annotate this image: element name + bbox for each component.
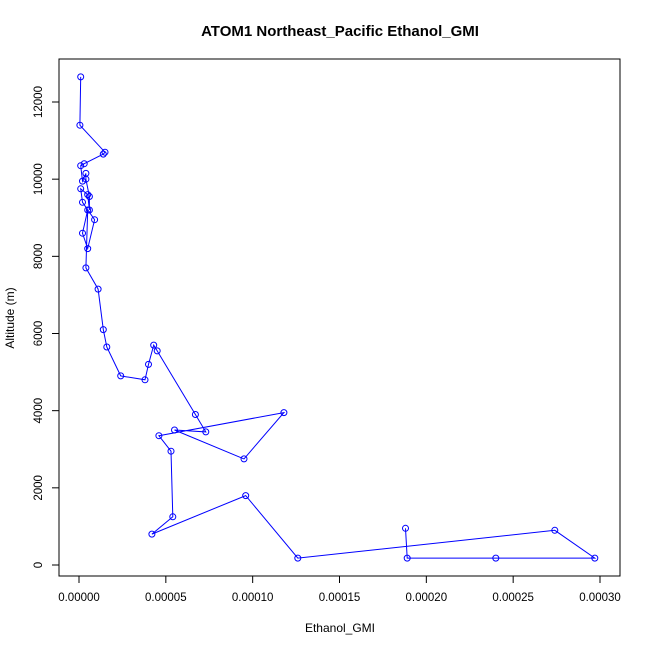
data-point <box>242 492 250 500</box>
data-point <box>150 341 158 349</box>
data-point <box>101 148 109 156</box>
data-point <box>551 526 559 534</box>
y-axis-label: Altitude (m) <box>3 287 17 348</box>
series-line <box>79 76 597 559</box>
data-point <box>117 372 125 380</box>
y-tick-label: 8000 <box>33 244 45 270</box>
y-tick-label: 6000 <box>33 321 45 347</box>
x-tick-label: 0.00010 <box>232 592 274 604</box>
x-tick-label: 0.00015 <box>319 592 361 604</box>
chart-title: ATOM1 Northeast_Pacific Ethanol_GMI <box>201 23 479 40</box>
data-point <box>403 554 411 562</box>
data-point <box>240 455 248 463</box>
y-tick-label: 12000 <box>33 86 45 118</box>
data-point <box>153 347 161 355</box>
x-tick-label: 0.00020 <box>406 592 448 604</box>
data-point <box>82 264 90 272</box>
data-point <box>79 177 86 185</box>
data-point <box>91 216 99 224</box>
data-point <box>167 447 175 455</box>
series-layer <box>76 73 599 562</box>
x-tick-label: 0.00030 <box>579 592 621 604</box>
x-tick-label: 0.00025 <box>492 592 534 604</box>
data-point <box>145 360 152 368</box>
y-tick-label: 2000 <box>33 475 45 501</box>
data-point <box>171 426 178 434</box>
x-axis-ticks: 0.00000 0.00005 0.00010 0.00015 0.00020 0.000… <box>58 576 621 604</box>
y-axis-ticks: 0 2000 4000 6000 8000 10000 12000 <box>33 86 59 568</box>
data-point <box>148 530 156 538</box>
data-point <box>80 160 88 168</box>
data-point <box>169 513 177 521</box>
x-tick-label: 0.00005 <box>145 592 187 604</box>
data-point <box>76 121 84 129</box>
x-axis-label: Ethanol_GMI <box>305 621 375 635</box>
data-point <box>79 198 86 206</box>
data-point <box>77 73 85 81</box>
data-point <box>402 524 409 532</box>
data-point <box>492 554 500 562</box>
data-point <box>84 245 92 253</box>
data-point <box>280 409 288 417</box>
data-point <box>202 428 210 436</box>
x-tick-label: 0.00000 <box>58 592 100 604</box>
y-tick-label: 0 <box>33 562 45 568</box>
data-point <box>82 175 90 183</box>
data-point <box>99 150 107 158</box>
data-point <box>77 162 85 170</box>
plot-frame <box>58 58 621 577</box>
data-point <box>591 554 599 562</box>
data-point <box>84 206 92 214</box>
data-point <box>79 229 86 237</box>
data-point <box>84 191 92 199</box>
data-point <box>99 326 107 334</box>
y-tick-label: 4000 <box>33 398 45 424</box>
data-point <box>94 285 102 293</box>
data-point <box>155 432 163 440</box>
data-point <box>77 185 85 193</box>
data-point <box>191 411 199 418</box>
data-point <box>294 554 302 562</box>
data-point <box>103 343 111 351</box>
data-point <box>141 376 149 384</box>
data-point <box>85 193 93 200</box>
y-tick-label: 10000 <box>33 163 45 195</box>
